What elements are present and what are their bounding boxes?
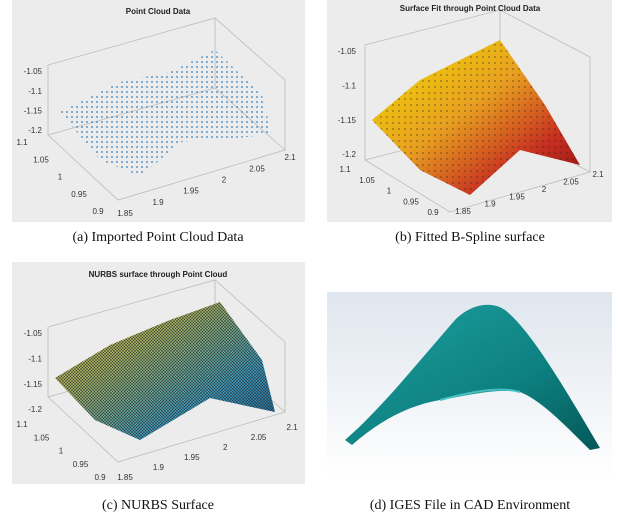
y-tick-label: 2.1 <box>592 170 604 179</box>
plot-title: Point Cloud Data <box>126 7 191 16</box>
caption: (c) NURBS Surface <box>102 498 214 513</box>
y-tick-label: 2.05 <box>251 433 267 442</box>
y-tick-label: 1.85 <box>117 209 133 218</box>
z-tick-label: -1.1 <box>342 81 356 90</box>
x-tick-label: 1 <box>58 173 63 182</box>
y-tick-label: 2.05 <box>249 164 265 173</box>
y-tick-label: 2 <box>223 443 228 452</box>
y-tick-label: 2.1 <box>284 153 296 162</box>
z-tick-label: -1.1 <box>28 87 42 96</box>
x-tick-label: 1.05 <box>33 155 49 164</box>
y-tick-label: 1.9 <box>484 200 496 209</box>
y-tick-label: 2.05 <box>563 178 579 187</box>
plot-title: NURBS surface through Point Cloud <box>89 270 228 279</box>
x-tick-label: 1 <box>387 187 392 196</box>
y-tick-label: 1.95 <box>183 187 199 196</box>
z-tick-label: -1.05 <box>24 329 43 338</box>
y-tick-label: 2 <box>542 185 547 194</box>
x-tick-label: 1.05 <box>34 433 50 442</box>
y-tick-label: 1.95 <box>184 453 200 462</box>
z-tick-label: -1.05 <box>24 67 43 76</box>
x-tick-label: 0.95 <box>71 190 87 199</box>
z-tick-label: -1.2 <box>342 150 356 159</box>
z-tick-label: -1.15 <box>338 116 357 125</box>
z-tick-label: -1.15 <box>24 380 43 389</box>
x-tick-label: 0.9 <box>92 207 104 216</box>
x-tick-label: 1 <box>59 447 64 456</box>
z-tick-label: -1.2 <box>28 126 42 135</box>
plot-title: Surface Fit through Point Cloud Data <box>400 4 541 13</box>
x-tick-label: 1.1 <box>16 138 28 147</box>
x-tick-label: 0.95 <box>403 197 419 206</box>
z-tick-label: -1.2 <box>28 405 42 414</box>
y-tick-label: 1.95 <box>509 192 525 201</box>
x-tick-label: 0.9 <box>427 208 439 217</box>
x-tick-label: 0.95 <box>73 460 89 469</box>
y-tick-label: 1.9 <box>153 463 165 472</box>
z-tick-label: -1.05 <box>338 47 357 56</box>
caption: (d) IGES File in CAD Environment <box>370 498 570 513</box>
caption: (b) Fitted B-Spline surface <box>395 230 545 245</box>
z-tick-label: -1.1 <box>28 354 42 363</box>
caption: (a) Imported Point Cloud Data <box>72 230 244 245</box>
y-tick-label: 2 <box>222 176 227 185</box>
y-tick-label: 1.9 <box>152 198 164 207</box>
y-tick-label: 2.1 <box>286 423 298 432</box>
x-tick-label: 1.1 <box>339 165 351 174</box>
x-tick-label: 0.9 <box>94 473 106 482</box>
y-tick-label: 1.85 <box>117 473 133 482</box>
z-tick-label: -1.15 <box>24 106 43 115</box>
figure: Point Cloud Data-1.05-1.1-1.15-1.21.11.0… <box>0 0 618 521</box>
x-tick-label: 1.05 <box>359 176 375 185</box>
x-tick-label: 1.1 <box>16 420 28 429</box>
y-tick-label: 1.85 <box>455 207 471 216</box>
